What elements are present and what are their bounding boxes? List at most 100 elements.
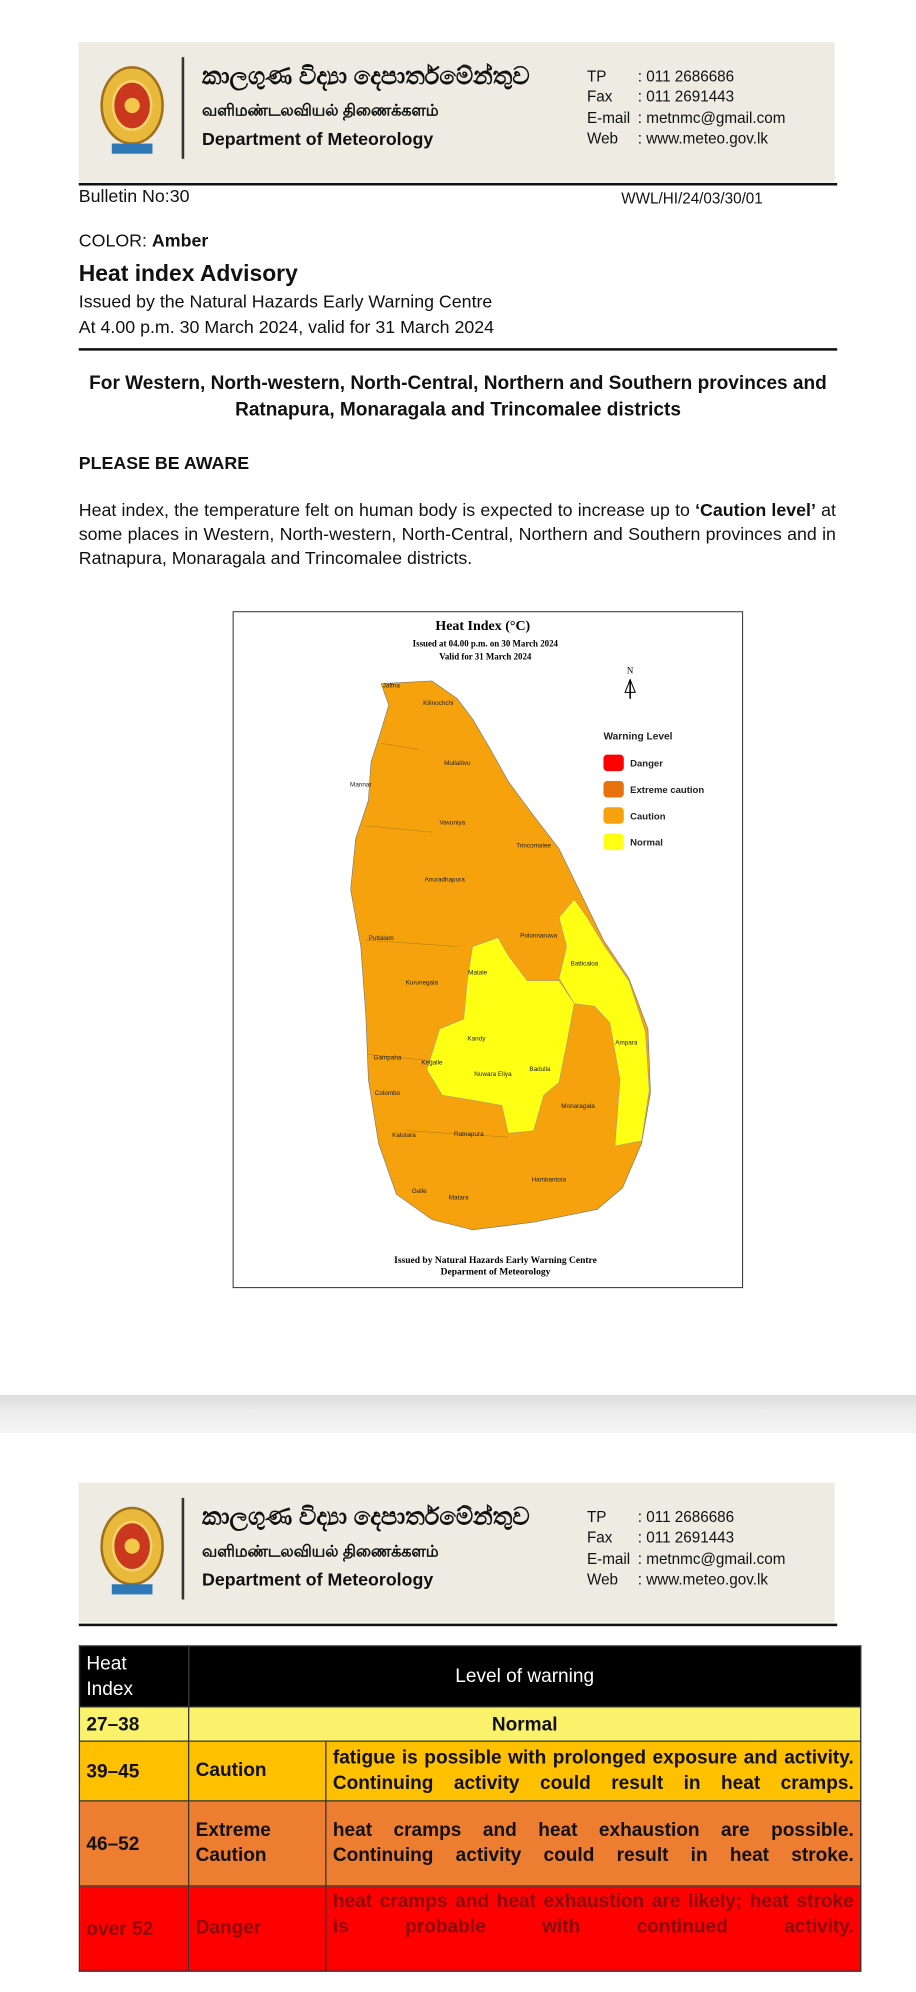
rule xyxy=(78,182,838,185)
contact-value: : metnmc@gmail.com xyxy=(637,108,786,127)
sinhala-name: කාලගුණ විද්‍යා දෙපාර්තමේන්තුව xyxy=(202,1504,530,1531)
legend-swatch xyxy=(603,807,624,824)
title: Heat index Advisory xyxy=(78,260,298,286)
text: at some places in Western, North-western… xyxy=(78,499,836,568)
notice: PLEASE BE AWARE xyxy=(78,452,250,473)
color-value: Amber xyxy=(151,229,209,251)
emblem-base xyxy=(111,143,153,154)
legend-title: Warning Level xyxy=(603,731,672,742)
vertical-rule xyxy=(181,57,184,159)
district-label: Galle xyxy=(412,1188,427,1195)
district-label: Mannar xyxy=(350,781,372,788)
emphasis: ‘Caution level’ xyxy=(695,499,816,520)
tamil-name: வளிமண்டலவியல் திணைக்களம் xyxy=(202,101,439,120)
district-label: Kurunegala xyxy=(406,980,439,987)
contact-label: E-mail xyxy=(586,108,631,127)
english-name: Department of Meteorology xyxy=(202,128,434,149)
contact-value: : metnmc@gmail.com xyxy=(637,1549,786,1568)
header-cell: Level of warning xyxy=(188,1645,862,1708)
table-row: 39–45 Caution fatigue is possible with pro… xyxy=(78,1740,862,1802)
level-cell: Normal xyxy=(188,1706,862,1742)
warning-table: Heat Index Level of warning 27–38 Normal 39–… xyxy=(78,1645,862,1972)
north-label: N xyxy=(627,665,634,675)
district-label: Puttalam xyxy=(369,935,394,942)
color-line: COLOR: Amber xyxy=(79,230,209,250)
contact-value: : 011 2691443 xyxy=(637,88,735,106)
map-issued: Issued at 04.00 p.m. on 30 March 2024 xyxy=(413,639,559,649)
page-separator xyxy=(0,1394,916,1434)
district-label: Badulla xyxy=(529,1066,551,1073)
district-label: Matale xyxy=(468,969,488,976)
contact-label: Web xyxy=(586,1570,619,1588)
normal-area xyxy=(426,937,575,1134)
legend-label: Normal xyxy=(630,838,663,849)
contact-label: Fax xyxy=(586,88,613,106)
reference: WWL/HI/24/03/30/01 xyxy=(621,189,763,208)
district-label: Gampaha xyxy=(374,1055,402,1062)
level-cell: Caution xyxy=(188,1740,327,1802)
district-border xyxy=(365,825,432,833)
letterhead: කාලගුණ විද්‍යා දෙපාර්තමේන්තුව வளிமண்டலவிய… xyxy=(78,41,835,182)
color-label: COLOR: xyxy=(78,229,152,251)
district-label: Jaffna xyxy=(383,682,401,689)
contact-value: : 011 2691443 xyxy=(637,1528,735,1547)
district-label: Matara xyxy=(449,1194,469,1201)
contact-value: : www.meteo.gov.lk xyxy=(637,129,768,148)
vertical-rule xyxy=(181,1497,184,1600)
district-label: Batticaloa xyxy=(570,961,598,968)
legend-label: Danger xyxy=(630,759,663,770)
district-label: Monaragala xyxy=(561,1103,595,1110)
contact-label: TP xyxy=(586,67,607,86)
district-border xyxy=(381,743,420,750)
header-cell: Heat Index xyxy=(78,1645,190,1708)
tamil-name: வளிமண்டலவியல் திணைக்களம் xyxy=(202,1542,439,1561)
emblem xyxy=(100,1506,164,1595)
description-cell: heat cramps and heat exhaustion are poss… xyxy=(325,1800,862,1887)
regions: For Western, North-western, North-Centra… xyxy=(89,372,827,421)
table-row: over 52 Danger heat cramps and heat exhaus… xyxy=(78,1885,862,1972)
range-cell: over 52 xyxy=(78,1885,190,1972)
level-cell: Danger xyxy=(188,1885,327,1972)
district-border xyxy=(365,939,458,947)
issued-by: Issued by the Natural Hazards Early Warn… xyxy=(78,290,493,312)
emblem-sun xyxy=(124,97,140,114)
level-cell: Extreme Caution xyxy=(188,1800,327,1887)
emblem-sun xyxy=(124,1538,140,1554)
range-cell: 46–52 xyxy=(78,1800,190,1887)
district-border xyxy=(406,1130,509,1138)
contact-value: : www.meteo.gov.lk xyxy=(637,1570,768,1588)
legend-swatch xyxy=(603,780,624,798)
table-header: Heat Index Level of warning xyxy=(78,1645,862,1708)
map-title: Heat Index (°C) xyxy=(435,619,530,634)
district-border xyxy=(368,1054,432,1062)
contact-value: : 011 2686686 xyxy=(637,67,735,86)
district-label: Vavuniya xyxy=(439,820,465,827)
map-figure: Jaffna Kilinochchi Mullaitivu Mannar Vavuniy… xyxy=(232,611,744,1289)
table-row: 27–38 Normal xyxy=(78,1706,862,1742)
issued-at: At 4.00 p.m. 30 March 2024, valid for 31… xyxy=(78,316,495,337)
contact-label: TP xyxy=(586,1508,607,1526)
bulletin-no: Bulletin No:30 xyxy=(78,185,190,206)
description-cell: fatigue is possible with prolonged expos… xyxy=(325,1740,862,1802)
district-label: Mullaitivu xyxy=(444,760,471,767)
range-cell: 27–38 xyxy=(78,1706,190,1742)
rule xyxy=(78,1623,838,1626)
paragraph: Heat index, the temperature felt on huma… xyxy=(79,498,836,570)
range-cell: 39–45 xyxy=(78,1740,190,1802)
emblem xyxy=(100,66,164,154)
district-label: Hambantota xyxy=(532,1177,567,1184)
normal-area xyxy=(558,899,650,1147)
contact-value: : 011 2686686 xyxy=(637,1508,735,1526)
district-label: Anuradhapura xyxy=(425,877,466,884)
emblem-base xyxy=(111,1584,153,1595)
district-label: Ratnapura xyxy=(454,1131,484,1138)
legend-swatch xyxy=(603,833,624,851)
district-label: Kandy xyxy=(467,1036,486,1043)
district-label: Ampara xyxy=(615,1039,638,1046)
text: Heat index, the temperature felt on huma… xyxy=(78,499,696,520)
legend-label: Caution xyxy=(630,811,666,822)
map-footer: Deparment of Meteorology xyxy=(441,1267,551,1277)
district-label: Polonnaruwa xyxy=(520,933,558,940)
